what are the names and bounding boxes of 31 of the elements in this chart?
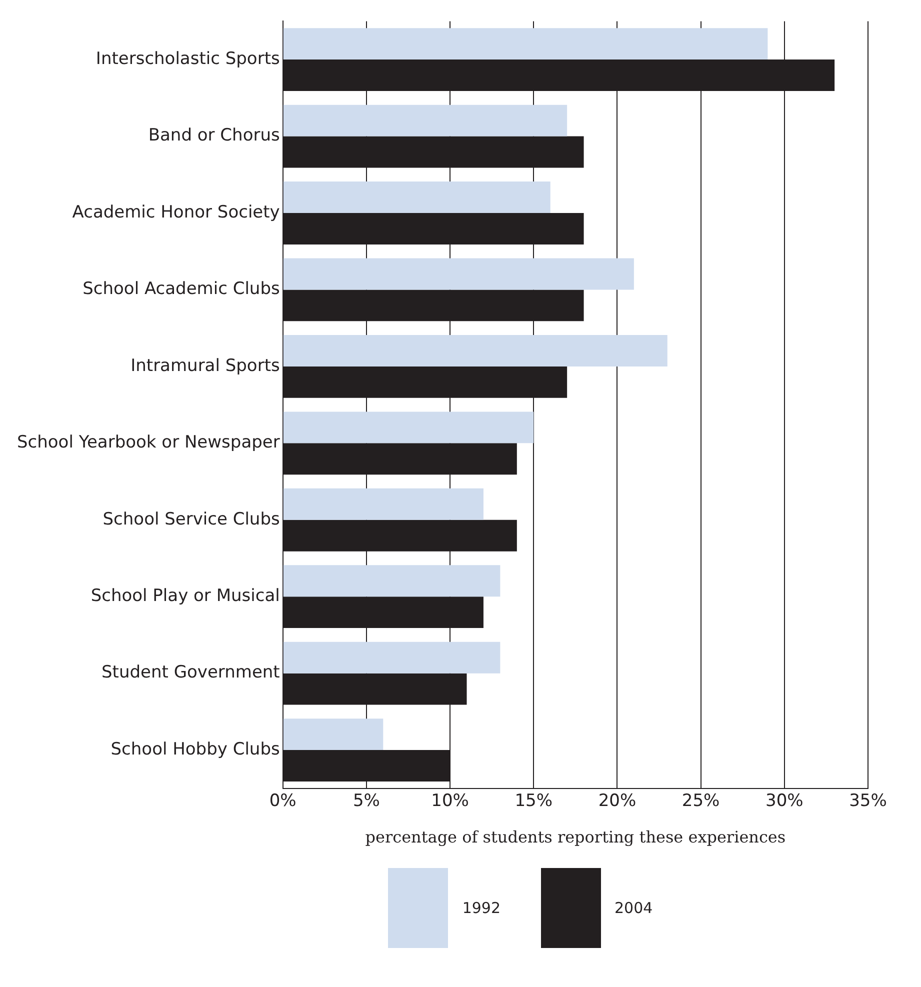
y-tick-label: School Academic Clubs <box>82 279 280 300</box>
x-tick-label: 20% <box>598 791 636 812</box>
x-axis-title: percentage of students reporting these experiences <box>365 828 786 847</box>
bar <box>283 28 768 60</box>
x-tick-label: 15% <box>514 791 553 812</box>
y-tick-label: School Service Clubs <box>102 509 280 530</box>
y-tick-label: Academic Honor Society <box>72 202 280 222</box>
y-tick-label: School Yearbook or Newspaper <box>16 432 280 453</box>
bar <box>283 412 534 444</box>
bar <box>283 258 634 290</box>
x-tick-label: 35% <box>849 791 887 812</box>
x-tick-label: 25% <box>682 791 720 812</box>
y-tick-label: Band or Chorus <box>148 126 280 146</box>
x-tick-label: 5% <box>352 791 380 812</box>
bar <box>283 334 668 366</box>
bar <box>283 642 500 674</box>
x-tick-label: 10% <box>431 791 469 812</box>
y-tick-label: Interscholastic Sports <box>96 48 280 69</box>
y-tick-label: School Hobby Clubs <box>110 739 280 760</box>
bar <box>283 718 384 750</box>
bar <box>283 104 568 136</box>
bar <box>283 565 500 597</box>
x-tick-label: 0% <box>269 791 296 812</box>
text: 1992 <box>462 899 500 917</box>
bar <box>283 488 484 520</box>
y-tick-label: Student Government <box>102 662 280 683</box>
text: 2004 <box>614 899 653 917</box>
y-tick-label: Intramural Sports <box>130 356 280 376</box>
y-tick-label: School Play or Musical <box>90 586 280 606</box>
bar <box>283 182 550 213</box>
x-tick-label: 30% <box>766 791 804 812</box>
